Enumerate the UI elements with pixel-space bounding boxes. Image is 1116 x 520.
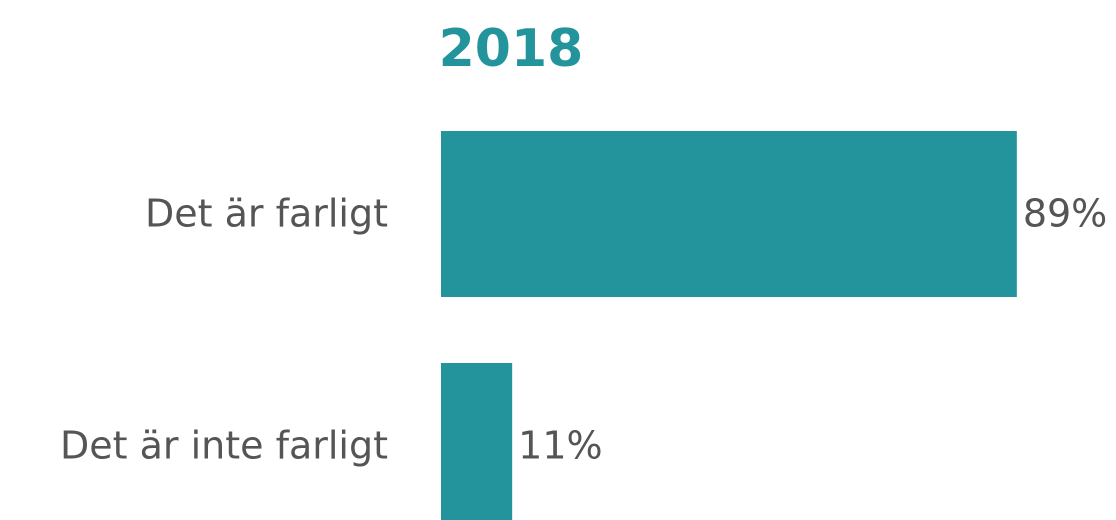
value-label: 89% xyxy=(1023,192,1107,236)
category-label: Det är farligt xyxy=(145,192,388,236)
bar xyxy=(441,131,1017,297)
value-label: 11% xyxy=(518,424,602,468)
chart-title: 2018 xyxy=(439,19,584,79)
category-label: Det är inte farligt xyxy=(60,424,388,468)
bar xyxy=(441,363,513,520)
